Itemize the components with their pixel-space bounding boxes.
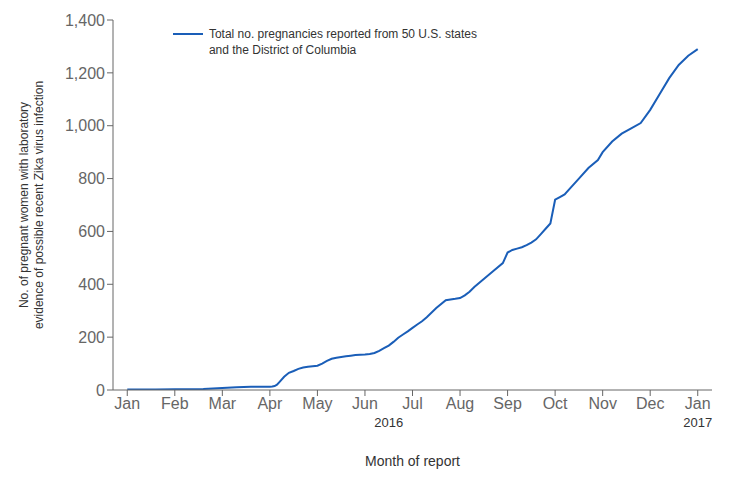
- svg-text:Jan: Jan: [685, 395, 711, 412]
- svg-text:Jan: Jan: [114, 395, 140, 412]
- svg-text:1,200: 1,200: [65, 65, 105, 82]
- svg-text:Feb: Feb: [161, 395, 189, 412]
- svg-text:Aug: Aug: [446, 395, 474, 412]
- svg-text:Dec: Dec: [636, 395, 664, 412]
- svg-text:800: 800: [78, 170, 105, 187]
- svg-text:1,400: 1,400: [65, 12, 105, 29]
- svg-text:Jul: Jul: [402, 395, 422, 412]
- svg-text:Nov: Nov: [588, 395, 616, 412]
- svg-text:Month of report: Month of report: [365, 453, 460, 469]
- svg-text:2017: 2017: [683, 415, 712, 430]
- svg-text:1,000: 1,000: [65, 117, 105, 134]
- svg-text:400: 400: [78, 276, 105, 293]
- svg-text:Apr: Apr: [257, 395, 283, 412]
- html-text:Total no. pregnancies reported: Total no. pregnancies reported from 50 U…: [208, 27, 477, 57]
- svg-text:600: 600: [78, 223, 105, 240]
- svg-text:May: May: [302, 395, 332, 412]
- svg-text:Sep: Sep: [493, 395, 522, 412]
- svg-text:Oct: Oct: [543, 395, 568, 412]
- svg-text:200: 200: [78, 329, 105, 346]
- svg-text:Mar: Mar: [209, 395, 237, 412]
- svg-text:Jun: Jun: [352, 395, 378, 412]
- svg-text:2016: 2016: [374, 415, 403, 430]
- svg-text:0: 0: [96, 382, 105, 399]
- svg-text:No. of pregnant women with lab: No. of pregnant women with laboratory: [17, 102, 31, 308]
- svg-text:evidence of possible recent Zi: evidence of possible recent Zika virus i…: [32, 81, 46, 329]
